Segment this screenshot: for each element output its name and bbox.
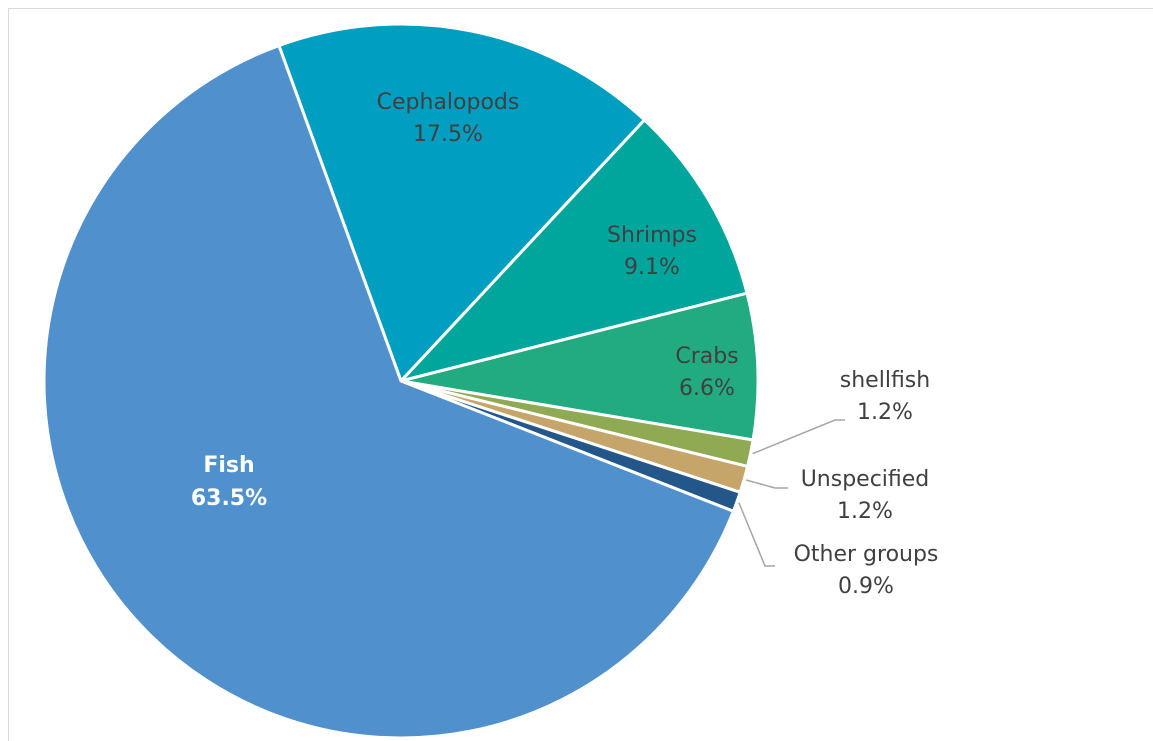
label-other-groups: Other groups <box>794 542 939 567</box>
leader-line-other-groups <box>738 502 775 567</box>
value-unspecified: 1.2% <box>837 499 893 524</box>
leader-line-shellfish <box>752 419 845 455</box>
label-cephalopods: Cephalopods <box>377 90 520 115</box>
value-shellfish: 1.2% <box>857 400 913 425</box>
pie-slice-fish <box>42 44 735 740</box>
label-shellfish: shellfish <box>840 368 930 393</box>
label-crabs: Crabs <box>675 344 738 369</box>
value-shrimps: 9.1% <box>624 255 680 280</box>
pie-slices <box>42 22 760 740</box>
value-other-groups: 0.9% <box>838 574 894 599</box>
pie-slice-cephalopods <box>277 22 646 383</box>
label-shrimps: Shrimps <box>607 223 697 248</box>
pie-slice-shrimps <box>399 118 749 383</box>
value-cephalopods: 17.5% <box>413 122 483 147</box>
value-crabs: 6.6% <box>679 376 735 401</box>
label-fish: Fish <box>203 453 254 478</box>
leader-lines <box>738 419 845 567</box>
value-fish: 63.5% <box>191 486 267 511</box>
label-unspecified: Unspecified <box>801 467 930 492</box>
leader-line-unspecified <box>745 479 788 489</box>
pie-slice-crabs <box>399 291 760 442</box>
